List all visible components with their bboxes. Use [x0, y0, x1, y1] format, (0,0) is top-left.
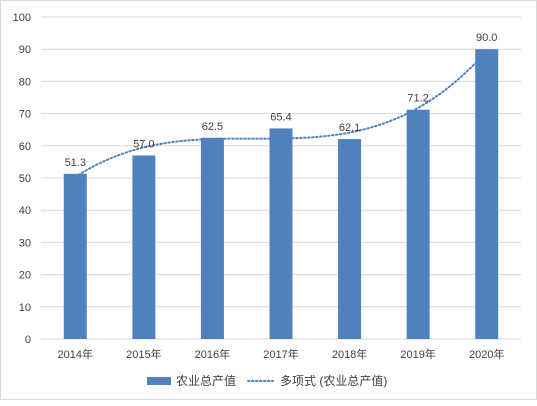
- bar: [200, 137, 224, 339]
- data-label: 57.0: [133, 138, 154, 150]
- bars: [63, 49, 499, 340]
- y-tick-label: 40: [19, 205, 31, 217]
- bar: [475, 49, 499, 339]
- legend: 农业总产值 多项式 (农业总产值): [147, 373, 387, 388]
- y-axis-ticks: 0 10 20 30 40 50 60 70 80 90 100: [13, 12, 31, 346]
- x-tick-label: 2017年: [263, 347, 298, 361]
- y-tick-label: 100: [13, 12, 31, 24]
- y-tick-label: 30: [19, 237, 31, 249]
- x-tick-label: 2020年: [469, 347, 504, 361]
- x-tick-label: 2015年: [126, 347, 161, 361]
- legend-label-bar: 农业总产值: [176, 373, 236, 388]
- y-tick-label: 0: [25, 334, 31, 346]
- x-tick-label: 2016年: [195, 347, 230, 361]
- y-tick-label: 10: [19, 302, 31, 314]
- data-label: 71.2: [407, 93, 428, 105]
- legend-label-trendline: 多项式 (农业总产值): [280, 373, 387, 388]
- trendline-layer: [74, 49, 488, 179]
- bar: [132, 155, 156, 339]
- y-tick-label: 20: [19, 270, 31, 282]
- bar: [338, 139, 362, 339]
- data-label: 62.1: [339, 122, 360, 134]
- y-tick-label: 60: [19, 141, 31, 153]
- x-tick-label: 2018年: [332, 347, 367, 361]
- legend-swatch-bar: [147, 377, 171, 385]
- data-label: 90.0: [476, 32, 497, 44]
- data-label: 62.5: [202, 121, 223, 133]
- y-tick-label: 70: [19, 109, 31, 121]
- bar: [63, 173, 87, 339]
- data-labels: 51.3 57.0 62.5 65.4 62.1 71.2 90.0: [65, 32, 498, 169]
- data-label: 51.3: [65, 157, 86, 169]
- bar: [406, 109, 430, 340]
- y-tick-label: 50: [19, 173, 31, 185]
- x-axis-ticks: 2014年 2015年 2016年 2017年 2018年 2019年 2020年: [58, 347, 505, 361]
- data-label: 65.4: [270, 111, 291, 123]
- x-tick-label: 2014年: [58, 347, 93, 361]
- trendline: [74, 49, 488, 179]
- x-tick-label: 2019年: [400, 347, 435, 361]
- y-tick-label: 80: [19, 76, 31, 88]
- bar: [269, 128, 293, 339]
- y-tick-label: 90: [19, 44, 31, 56]
